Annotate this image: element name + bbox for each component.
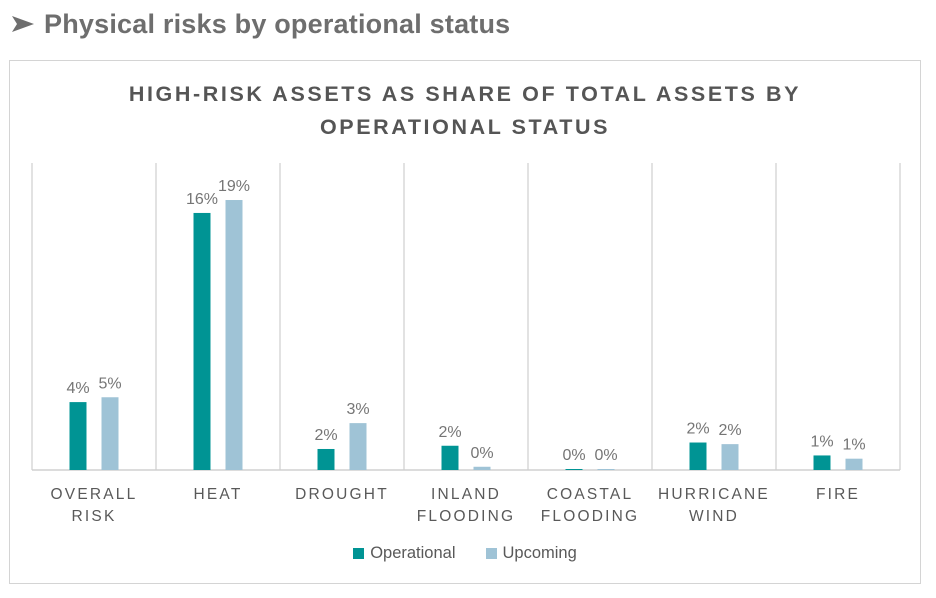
page-header: Physical risks by operational status: [10, 4, 510, 44]
legend-label-upcoming: Upcoming: [502, 544, 577, 562]
bar-upcoming-6: [845, 458, 863, 470]
bar-operational-4: [565, 469, 583, 470]
category-label-0: OVERALL: [51, 486, 138, 503]
category-label-4: COASTAL: [547, 486, 634, 503]
bar-operational-3: [441, 445, 459, 470]
bar-operational-6: [813, 455, 831, 470]
chart-title: HIGH-RISK ASSETS AS SHARE OF TOTAL ASSET…: [10, 78, 920, 144]
legend-swatch-upcoming: [485, 548, 497, 559]
legend-item-upcoming: Upcoming: [485, 544, 577, 563]
arrow-right-icon: [12, 16, 34, 32]
data-label-operational-5: 2%: [686, 421, 709, 438]
legend: Operational Upcoming: [10, 544, 920, 563]
legend-item-operational: Operational: [353, 544, 456, 563]
data-label-upcoming-1: 19%: [218, 178, 250, 195]
data-label-operational-1: 16%: [186, 191, 218, 208]
data-label-upcoming-0: 5%: [98, 375, 121, 392]
category-label-6: FIRE: [816, 486, 860, 503]
category-label-2: DROUGHT: [295, 486, 389, 503]
data-label-operational-3: 2%: [438, 424, 461, 441]
bar-operational-0: [69, 402, 87, 470]
bar-chart: 4% 5% OVERALL RISK 16%19% HEAT 2% 3% DROUGHT 2% 0%…: [31, 163, 901, 525]
chart-frame: HIGH-RISK ASSETS AS SHARE OF TOTAL ASSET…: [9, 60, 921, 584]
category-label-3: FLOODING: [417, 508, 516, 525]
chart-title-line-2: OPERATIONAL STATUS: [319, 115, 611, 139]
category-label-5: WIND: [689, 508, 739, 525]
bar-upcoming-1: [225, 200, 243, 470]
chart-title-line-1: HIGH-RISK ASSETS AS SHARE OF TOTAL ASSET…: [128, 82, 802, 106]
category-label-4: FLOODING: [541, 508, 640, 525]
bar-upcoming-5: [721, 444, 739, 470]
data-label-operational-0: 4%: [66, 380, 89, 397]
data-label-upcoming-6: 1%: [842, 437, 865, 454]
data-label-operational-4: 0%: [562, 447, 585, 464]
category-label-3: INLAND: [431, 486, 501, 503]
data-label-operational-2: 2%: [314, 427, 337, 444]
legend-label-operational: Operational: [370, 544, 456, 562]
data-label-upcoming-4: 0%: [594, 447, 617, 464]
bar-upcoming-3: [473, 466, 491, 470]
legend-swatch-operational: [353, 548, 365, 559]
data-label-operational-6: 1%: [810, 433, 833, 450]
bar-operational-1: [193, 212, 211, 470]
bar-upcoming-2: [349, 423, 367, 470]
data-label-upcoming-3: 0%: [470, 445, 493, 462]
bar-operational-5: [689, 442, 707, 470]
category-label-0: RISK: [72, 508, 117, 525]
bar-upcoming-4: [597, 469, 615, 470]
data-label-upcoming-5: 2%: [718, 422, 741, 439]
category-label-1: HEAT: [194, 486, 243, 503]
category-label-5: HURRICANE: [658, 486, 770, 503]
data-label-upcoming-2: 3%: [346, 401, 369, 418]
page-title: Physical risks by operational status: [44, 8, 511, 39]
bar-upcoming-0: [101, 397, 119, 470]
bar-operational-2: [317, 448, 335, 470]
